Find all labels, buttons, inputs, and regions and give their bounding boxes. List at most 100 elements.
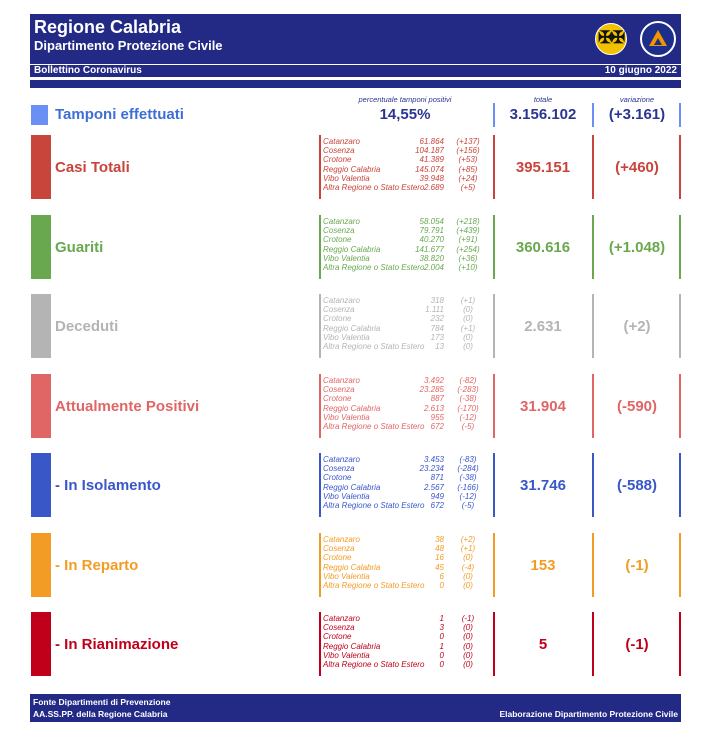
row-label: - In Rianimazione [55, 636, 179, 653]
province-name: Catanzaro [323, 535, 360, 544]
bulletin-label: Bollettino Coronavirus [34, 65, 142, 76]
row-divider [319, 215, 321, 279]
province-value: 784 [430, 323, 444, 333]
tamponi-divider [679, 103, 681, 127]
province-line: Reggio Calabria 1 (0) [323, 642, 488, 651]
bulletin-bar: Bollettino Coronavirus 10 giugno 2022 [30, 65, 681, 77]
source-line-1: Fonte Dipartimenti di Prevenzione [33, 697, 171, 707]
row-label: Casi Totali [55, 159, 130, 176]
row-divider [319, 294, 321, 358]
province-line: Altra Regione o Stato Estero 672 (-5) [323, 422, 488, 431]
province-value: 48 [435, 544, 444, 554]
province-name: Cosenza [323, 305, 355, 315]
province-delta: (0) [463, 553, 473, 563]
province-delta: (-12) [459, 412, 477, 422]
province-value: 3 [439, 623, 444, 633]
province-value: 45 [435, 562, 444, 572]
row-divider [319, 374, 321, 438]
province-value: 145.074 [415, 164, 444, 174]
tamponi-divider [493, 103, 495, 127]
row-divider [493, 135, 495, 199]
row-divider [592, 533, 594, 597]
province-line: Altra Regione o Stato Estero 13 (0) [323, 342, 488, 351]
row-divider [679, 135, 681, 199]
province-value: 61.864 [419, 137, 444, 146]
row-total: 5 [538, 636, 548, 653]
province-delta: (+10) [458, 262, 478, 272]
row-total: 31.746 [520, 477, 566, 494]
variation-column-header: variazione [619, 95, 655, 104]
province-delta: (0) [463, 341, 473, 351]
province-line: Crotone 0 (0) [323, 632, 488, 641]
province-line: Vibo Valentia 38.820 (+36) [323, 254, 488, 263]
row-label: Guariti [55, 239, 104, 256]
row-divider [679, 612, 681, 676]
province-line: Altra Regione o Stato Estero 2.689 (+5) [323, 183, 488, 192]
province-name: Vibo Valentia [323, 491, 370, 501]
province-name: Catanzaro [323, 455, 360, 464]
province-value: 0 [439, 650, 444, 660]
row-total: 153 [530, 557, 556, 574]
province-breakdown: Catanzaro 3.453 (-83) Cosenza 23.234 (-284) Cr… [323, 455, 488, 510]
row-label: - In Isolamento [55, 477, 161, 494]
province-delta: (-83) [459, 455, 477, 464]
row-total: 360.616 [515, 239, 571, 256]
province-delta: (-170) [457, 403, 479, 413]
province-line: Cosenza 79.791 (+439) [323, 226, 488, 235]
row-divider [592, 135, 594, 199]
row-divider [493, 612, 495, 676]
province-name: Vibo Valentia [323, 173, 370, 183]
province-name: Vibo Valentia [323, 332, 370, 342]
province-name: Crotone [323, 473, 352, 483]
footer-bar: Fonte Dipartimenti di Prevenzione AA.SS.… [30, 694, 681, 722]
province-value: 6 [439, 571, 444, 581]
province-line: Altra Regione o Stato Estero 0 (0) [323, 581, 488, 590]
province-delta: (0) [463, 623, 473, 633]
province-breakdown: Catanzaro 1 (-1) Cosenza 3 (0) Crotone 0 (0) Regg… [323, 614, 488, 669]
province-line: Cosenza 23.285 (-283) [323, 385, 488, 394]
row-divider [319, 135, 321, 199]
province-breakdown: Catanzaro 38 (+2) Cosenza 48 (+1) Crotone 16 (0)… [323, 535, 488, 590]
province-name: Crotone [323, 314, 352, 324]
province-value: 949 [430, 491, 444, 501]
province-value: 41.389 [419, 155, 444, 165]
province-delta: (+2) [460, 535, 476, 544]
province-name: Cosenza [323, 146, 355, 156]
province-value: 0 [439, 659, 444, 669]
province-value: 104.187 [415, 146, 444, 156]
province-value: 887 [430, 394, 444, 404]
province-value: 955 [430, 412, 444, 422]
row-color-marker [31, 374, 51, 438]
row-color-marker [31, 453, 51, 517]
province-line: Reggio Calabria 784 (+1) [323, 324, 488, 333]
header-banner: Regione Calabria Dipartimento Protezione… [30, 14, 681, 64]
province-delta: (-284) [457, 464, 479, 474]
row-color-marker [31, 294, 51, 358]
row-variation: (+460) [615, 159, 659, 176]
province-name: Altra Regione o Stato Estero [323, 421, 425, 431]
row-divider [592, 612, 594, 676]
province-name: Reggio Calabria [323, 323, 381, 333]
row-variation: (-1) [625, 636, 649, 653]
province-name: Catanzaro [323, 614, 360, 623]
row-divider [592, 215, 594, 279]
tamponi-color-marker [31, 105, 48, 125]
province-name: Vibo Valentia [323, 571, 370, 581]
province-line: Crotone 16 (0) [323, 553, 488, 562]
province-value: 13 [435, 341, 444, 351]
province-name: Crotone [323, 155, 352, 165]
province-line: Reggio Calabria 2.613 (-170) [323, 404, 488, 413]
province-line: Vibo Valentia 173 (0) [323, 333, 488, 342]
province-line: Cosenza 1.111 (0) [323, 305, 488, 314]
province-line: Vibo Valentia 955 (-12) [323, 413, 488, 422]
province-value: 40.270 [419, 235, 444, 245]
province-delta: (-4) [461, 562, 475, 572]
province-line: Cosenza 23.234 (-284) [323, 464, 488, 473]
row-label: - In Reparto [55, 557, 139, 574]
province-line: Catanzaro 61.864 (+137) [323, 137, 488, 146]
row-divider [679, 374, 681, 438]
province-breakdown: Catanzaro 61.864 (+137) Cosenza 104.187 (+156… [323, 137, 488, 192]
province-delta: (-38) [459, 394, 477, 404]
province-name: Catanzaro [323, 296, 360, 305]
tamponi-variation: (+3.161) [608, 106, 666, 123]
